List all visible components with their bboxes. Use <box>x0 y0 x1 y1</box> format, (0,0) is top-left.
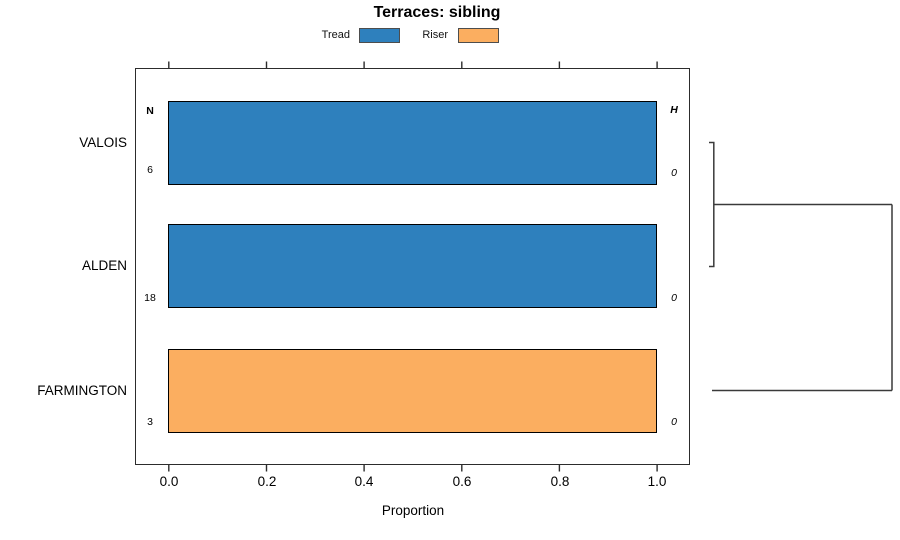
legend-label-tread: Tread <box>321 29 350 41</box>
bottom-axis-ticks <box>168 465 658 472</box>
bar-farmington <box>168 349 657 433</box>
h-value-farmington: 0 <box>671 416 677 428</box>
legend-label-riser: Riser <box>422 29 448 41</box>
n-column-header: N <box>146 105 154 117</box>
n-value-alden: 18 <box>144 292 156 304</box>
h-value-alden: 0 <box>671 292 677 304</box>
bar-valois <box>168 101 657 185</box>
x-axis-title: Proportion <box>381 503 445 518</box>
chart-title: Terraces: sibling <box>373 4 501 21</box>
x-tick-label-5: 1.0 <box>647 474 667 489</box>
h-value-valois: 0 <box>671 167 677 179</box>
plot-area <box>135 68 690 465</box>
dendrogram <box>709 141 893 392</box>
n-value-farmington: 3 <box>147 416 153 428</box>
x-tick-label-2: 0.4 <box>354 474 374 489</box>
bar-alden <box>168 224 657 308</box>
row-label-alden: ALDEN <box>81 258 127 273</box>
x-tick-label-4: 0.8 <box>550 474 570 489</box>
n-value-valois: 6 <box>147 164 153 176</box>
row-label-valois: VALOIS <box>79 135 127 150</box>
legend-swatch-tread-icon <box>359 28 400 43</box>
x-tick-label-0: 0.0 <box>159 474 179 489</box>
legend-swatch-riser-icon <box>458 28 499 43</box>
row-label-farmington: FARMINGTON <box>37 383 127 398</box>
x-tick-label-3: 0.6 <box>452 474 472 489</box>
h-column-header: H <box>670 104 678 116</box>
x-tick-label-1: 0.2 <box>257 474 277 489</box>
